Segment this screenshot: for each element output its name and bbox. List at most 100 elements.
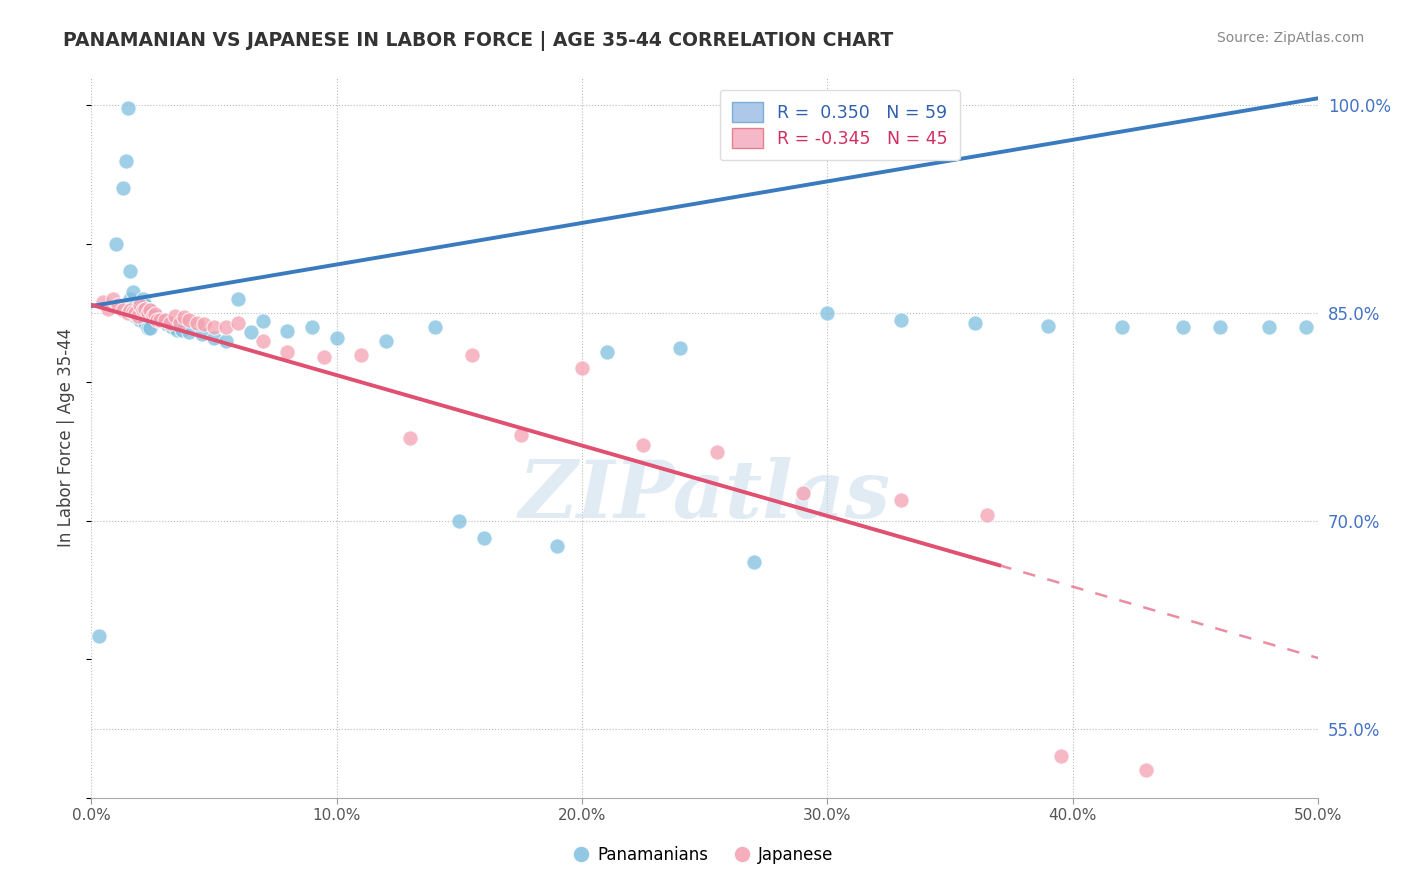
Point bbox=[301, 319, 323, 334]
Point bbox=[124, 309, 146, 323]
Legend: Panamanians, Japanese: Panamanians, Japanese bbox=[565, 839, 841, 871]
Point bbox=[139, 303, 162, 318]
Point bbox=[169, 316, 191, 330]
Point bbox=[134, 316, 156, 330]
Point bbox=[127, 299, 149, 313]
Text: Source: ZipAtlas.com: Source: ZipAtlas.com bbox=[1216, 31, 1364, 45]
Point bbox=[93, 294, 115, 309]
Point bbox=[120, 303, 142, 318]
Point bbox=[136, 304, 159, 318]
Point bbox=[239, 326, 262, 340]
Point bbox=[112, 181, 135, 195]
Point bbox=[595, 344, 617, 359]
Point bbox=[252, 314, 274, 328]
Point bbox=[166, 323, 188, 337]
Point bbox=[122, 304, 145, 318]
Point bbox=[122, 285, 145, 300]
Point bbox=[117, 101, 139, 115]
Point bbox=[1258, 319, 1281, 334]
Point bbox=[742, 556, 765, 570]
Point bbox=[136, 306, 159, 320]
Point bbox=[350, 348, 373, 362]
Point bbox=[141, 309, 163, 323]
Point bbox=[1038, 318, 1060, 333]
Point bbox=[170, 323, 193, 337]
Point bbox=[190, 326, 212, 341]
Point bbox=[103, 292, 125, 306]
Point bbox=[1295, 319, 1317, 334]
Point bbox=[134, 301, 156, 316]
Point bbox=[120, 264, 142, 278]
Text: ZIPatlas: ZIPatlas bbox=[519, 457, 891, 534]
Point bbox=[122, 299, 145, 313]
Point bbox=[173, 310, 195, 325]
Text: PANAMANIAN VS JAPANESE IN LABOR FORCE | AGE 35-44 CORRELATION CHART: PANAMANIAN VS JAPANESE IN LABOR FORCE | … bbox=[63, 31, 894, 51]
Point bbox=[127, 309, 149, 323]
Point bbox=[124, 299, 146, 313]
Point bbox=[107, 298, 129, 312]
Point bbox=[706, 444, 728, 458]
Point bbox=[509, 428, 531, 442]
Point bbox=[815, 306, 838, 320]
Point bbox=[276, 344, 298, 359]
Point bbox=[97, 301, 120, 316]
Point bbox=[633, 438, 655, 452]
Point bbox=[669, 341, 692, 355]
Point bbox=[143, 307, 166, 321]
Point bbox=[131, 310, 153, 325]
Point bbox=[423, 319, 446, 334]
Point bbox=[202, 319, 225, 334]
Point bbox=[1173, 319, 1195, 334]
Point bbox=[325, 331, 347, 345]
Point bbox=[193, 317, 215, 331]
Point bbox=[141, 309, 163, 323]
Point bbox=[314, 351, 336, 365]
Point bbox=[120, 292, 142, 306]
Point bbox=[149, 313, 172, 327]
Point bbox=[1135, 764, 1157, 778]
Point bbox=[156, 317, 179, 331]
Point bbox=[890, 313, 912, 327]
Point bbox=[129, 306, 152, 320]
Point bbox=[127, 309, 149, 323]
Point bbox=[143, 309, 166, 323]
Point bbox=[153, 313, 176, 327]
Point bbox=[112, 303, 135, 318]
Point bbox=[134, 298, 156, 312]
Point bbox=[87, 629, 110, 643]
Point bbox=[1209, 319, 1232, 334]
Point bbox=[963, 316, 986, 330]
Legend: R =  0.350   N = 59, R = -0.345   N = 45: R = 0.350 N = 59, R = -0.345 N = 45 bbox=[720, 90, 960, 161]
Point bbox=[399, 431, 422, 445]
Point bbox=[104, 236, 127, 251]
Point bbox=[202, 331, 225, 345]
Point bbox=[179, 313, 201, 327]
Point bbox=[1049, 749, 1071, 764]
Point bbox=[149, 313, 172, 327]
Point bbox=[139, 303, 162, 318]
Point bbox=[215, 319, 238, 334]
Point bbox=[449, 514, 471, 528]
Point bbox=[228, 292, 250, 306]
Y-axis label: In Labor Force | Age 35-44: In Labor Force | Age 35-44 bbox=[58, 328, 75, 548]
Point bbox=[228, 316, 250, 330]
Point bbox=[215, 334, 238, 348]
Point bbox=[163, 309, 186, 323]
Point bbox=[131, 303, 153, 318]
Point bbox=[129, 298, 152, 312]
Point bbox=[179, 326, 201, 340]
Point bbox=[136, 321, 159, 335]
Point bbox=[153, 313, 176, 327]
Point bbox=[276, 324, 298, 338]
Point bbox=[129, 313, 152, 327]
Point bbox=[160, 319, 183, 334]
Point bbox=[890, 493, 912, 508]
Point bbox=[1111, 319, 1133, 334]
Point bbox=[460, 348, 482, 362]
Point bbox=[139, 321, 162, 335]
Point bbox=[131, 292, 153, 306]
Point bbox=[146, 310, 169, 325]
Point bbox=[571, 361, 593, 376]
Point bbox=[124, 306, 146, 320]
Point bbox=[374, 334, 396, 348]
